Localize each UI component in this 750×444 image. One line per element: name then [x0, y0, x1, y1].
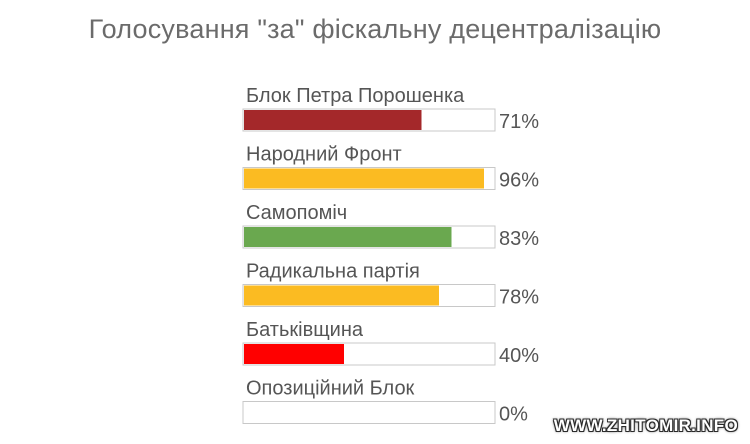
category-label: Блок Петра Порошенка [246, 85, 465, 107]
value-label: 40% [499, 345, 539, 367]
category-label: Народний Фронт [246, 144, 402, 166]
category-label: Батьківщина [246, 319, 364, 341]
bar-track [242, 401, 496, 424]
category-label: Опозиційний Блок [246, 378, 415, 400]
bar [244, 344, 344, 364]
value-label: 71% [499, 111, 539, 133]
category-label: Самопоміч [246, 202, 347, 224]
value-label: 0% [499, 404, 528, 426]
chart-title: Голосування "за" фіскальну децентралізац… [88, 14, 662, 44]
value-label: 96% [499, 170, 539, 192]
bar [244, 285, 439, 306]
bar [244, 227, 452, 247]
category-label: Радикальна партія [246, 261, 420, 283]
watermark-logo: WWW.ZHITOMIR.INFO [553, 416, 738, 435]
bar [244, 110, 422, 130]
value-label: 78% [499, 287, 539, 309]
value-label: 83% [499, 228, 539, 250]
bar [244, 168, 484, 189]
